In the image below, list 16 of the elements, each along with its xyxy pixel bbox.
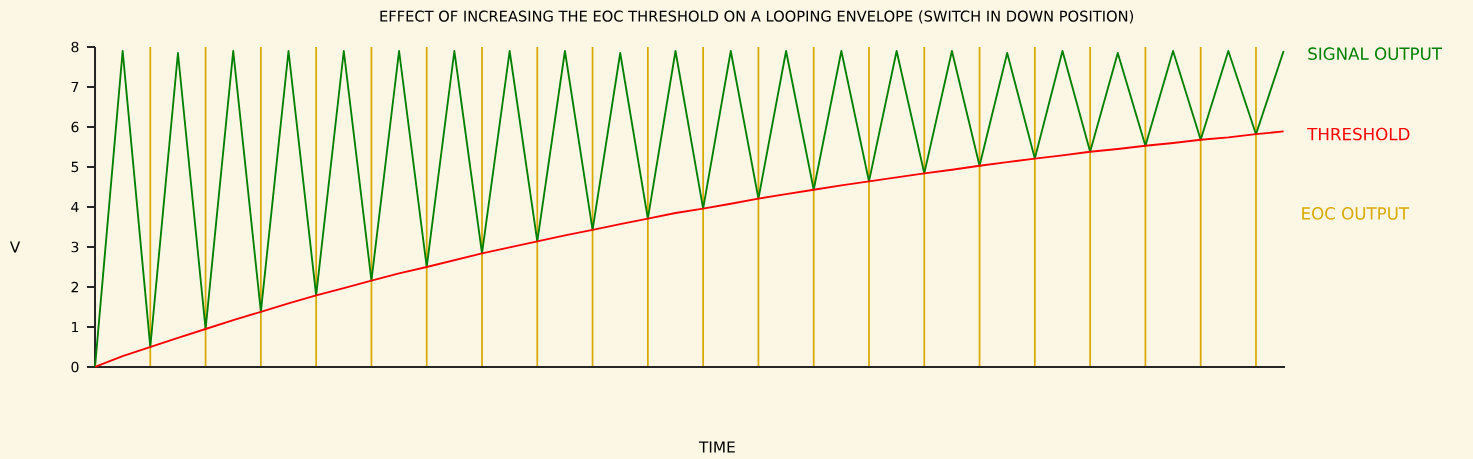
y-tick-label: 0: [71, 361, 79, 373]
y-tick-label: 8: [71, 41, 79, 53]
y-tick-label: 4: [71, 201, 79, 213]
y-tick-label: 1: [72, 321, 79, 333]
y-tick-label: 7: [71, 81, 79, 93]
text: EOC OUTPUT: [1302, 207, 1410, 220]
x-axis-title: TIME: [698, 441, 735, 453]
line-series: [94, 50, 1285, 368]
series-label: THRESHOLD: [1307, 127, 1410, 141]
y-tick-label: 6: [71, 121, 79, 133]
y-tick-label: 5: [71, 161, 79, 173]
y-tick-label: 2: [71, 281, 79, 293]
y-axis-title: V: [9, 241, 21, 253]
chart-title: EFFECT OF INCREASING THE EOC THRESHOLD ON A LOOPING ENVELOPE (SWITCH IN DOWN POSITION): [380, 10, 1134, 24]
y-tick-label: 3: [71, 241, 79, 253]
series-label: SIGNAL OUTPUT: [1308, 47, 1443, 60]
